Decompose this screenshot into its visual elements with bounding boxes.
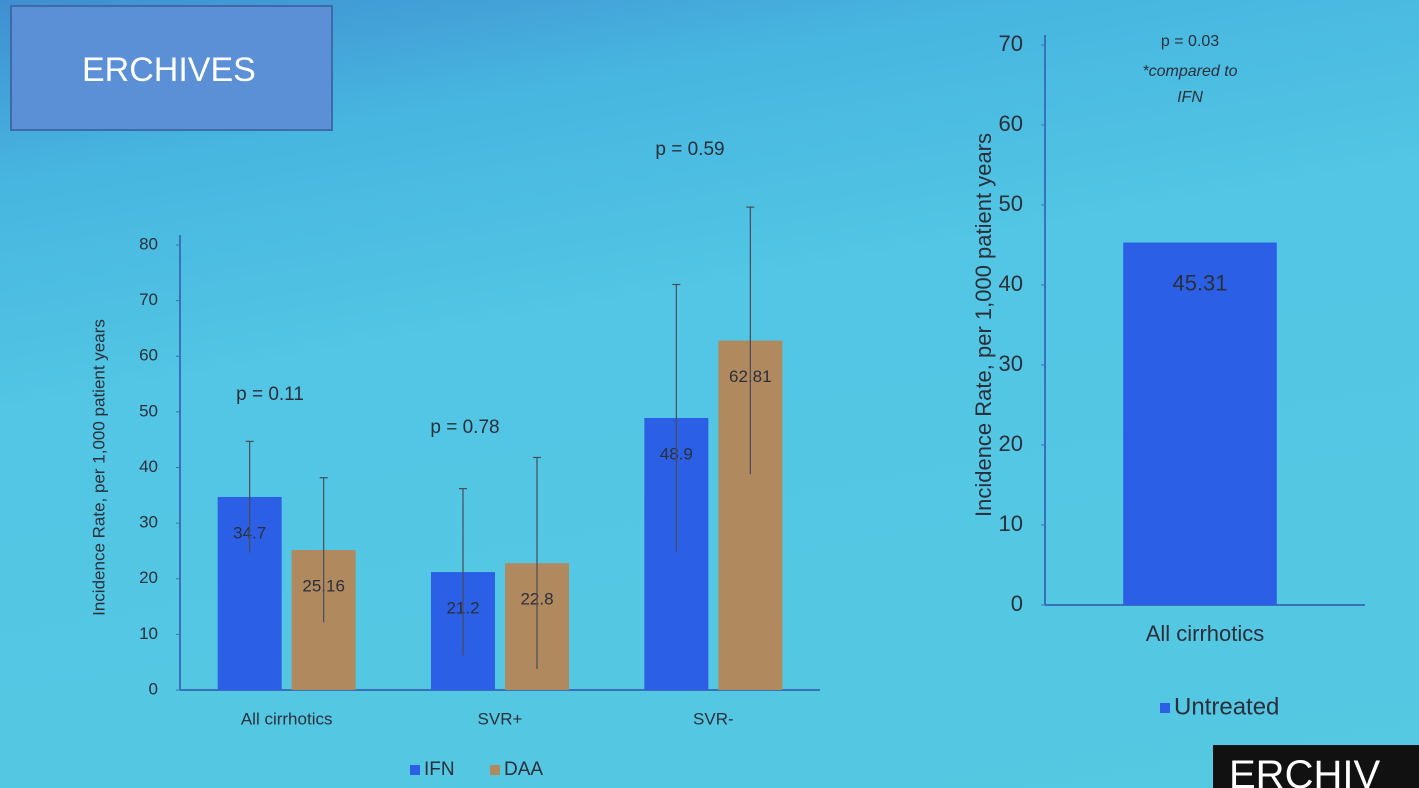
y-tick-label: 0 [149, 679, 158, 698]
annotation: *compared to [1142, 63, 1237, 80]
y-tick-label: 40 [139, 457, 158, 476]
y-tick-label: 60 [139, 346, 158, 365]
y-tick-label: 0 [1011, 591, 1023, 616]
legend-swatch [410, 765, 420, 775]
slide-photo: 0 10 20 30 40 50 60 70 80 Incidence Rate, per 1,0… [0, 0, 1419, 788]
y-tick-label: 40 [999, 271, 1023, 296]
x-tick-label: SVR- [693, 709, 734, 728]
annotation: p = 0.11 [236, 384, 304, 405]
annotation: p = 0.78 [430, 417, 499, 438]
y-tick-label: 80 [139, 234, 158, 253]
bar [1123, 243, 1277, 605]
legend-label: Untreated [1174, 693, 1279, 720]
legend-label: IFN [424, 759, 455, 780]
x-tick-label: All cirrhotics [241, 709, 333, 728]
y-tick-label: 70 [139, 290, 158, 309]
y-tick-label: 50 [999, 191, 1023, 216]
y-tick-label: 70 [999, 31, 1023, 56]
bar-value-label: 45.31 [1172, 270, 1227, 295]
y-tick-label: 60 [999, 111, 1023, 136]
annotation: IFN [1177, 89, 1203, 106]
y-tick-label: 50 [139, 401, 158, 420]
y-axis-label: Incidence Rate, per 1,000 patient years [89, 319, 108, 616]
legend-label: DAA [504, 759, 543, 780]
annotation: p = 0.03 [1161, 33, 1219, 50]
y-tick-label: 10 [999, 511, 1023, 536]
y-tick-label: 30 [999, 351, 1023, 376]
legend-swatch [1160, 703, 1170, 713]
legend-swatch [490, 765, 500, 775]
y-tick-label: 20 [999, 431, 1023, 456]
x-tick-label: All cirrhotics [1146, 621, 1265, 646]
y-tick-label: 20 [139, 568, 158, 587]
banner: ERCHIVES [10, 5, 333, 131]
x-tick-label: SVR+ [478, 709, 523, 728]
annotation: p = 0.59 [655, 139, 724, 160]
y-axis-label: Incidence Rate, per 1,000 patient years [971, 133, 996, 517]
y-tick-label: 30 [139, 513, 158, 532]
corner-watermark: ERCHIV [1213, 745, 1419, 788]
y-tick-label: 10 [139, 624, 158, 643]
